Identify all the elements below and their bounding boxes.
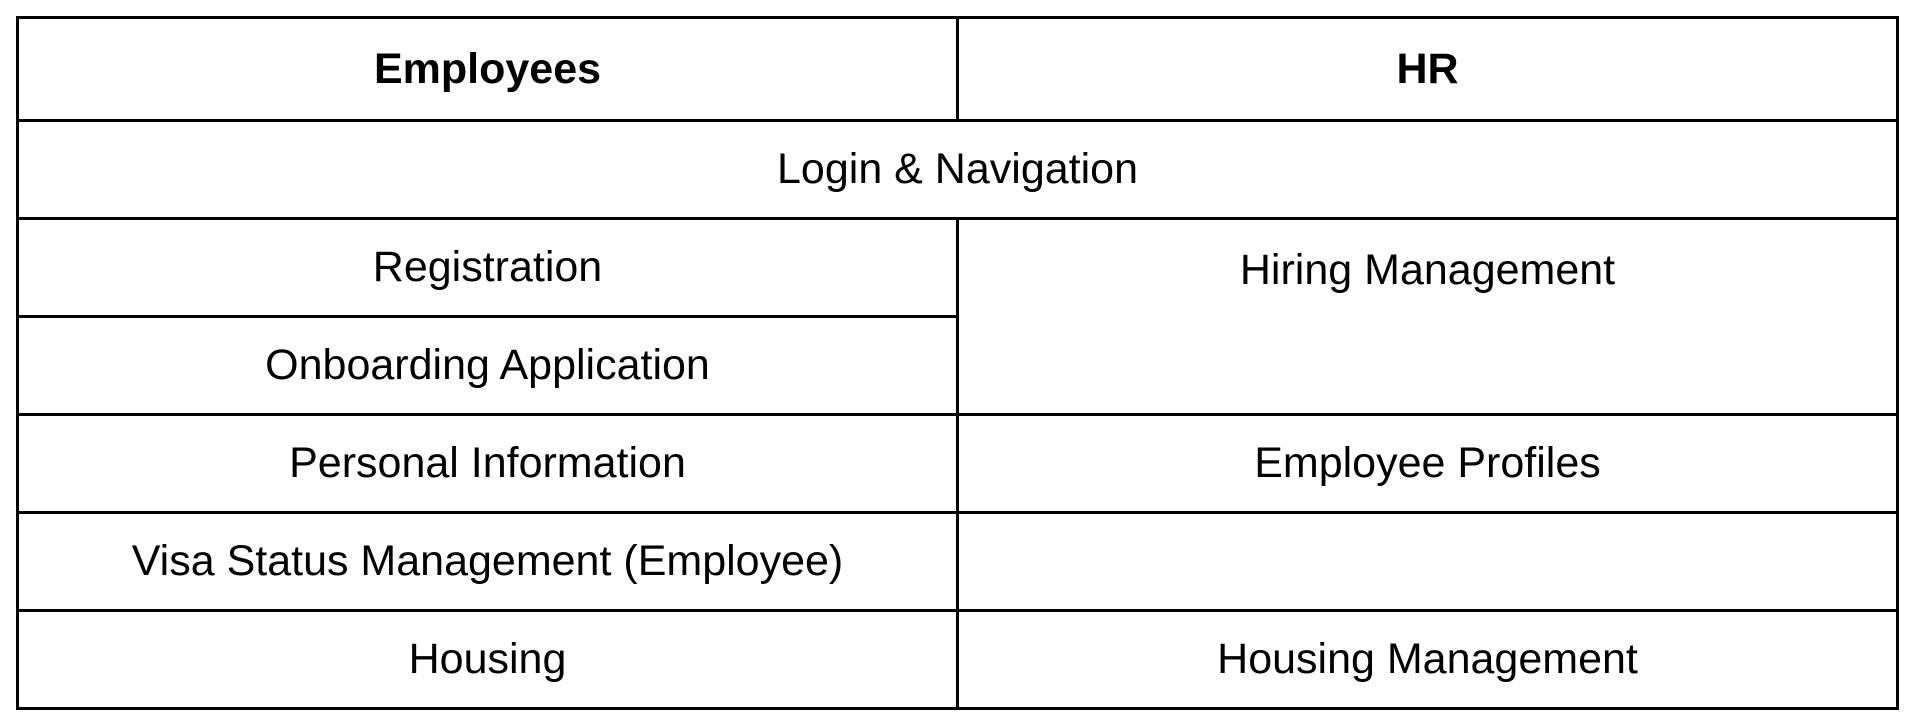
cell-housing: Housing bbox=[16, 609, 959, 710]
table-row: Visa Status Management (Employee) bbox=[16, 511, 1899, 612]
cell-registration: Registration bbox=[16, 217, 959, 319]
table-row: Login & Navigation bbox=[16, 119, 1899, 221]
cell-personal-information: Personal Information bbox=[16, 413, 959, 515]
header-hr: HR bbox=[956, 15, 1899, 123]
feature-mapping-table: Employees HR Login & Navigation Registra… bbox=[16, 15, 1899, 710]
cell-employee-profiles: Employee Profiles bbox=[956, 413, 1899, 515]
cell-hiring-management: Hiring Management bbox=[956, 217, 1899, 417]
cell-empty bbox=[956, 511, 1899, 612]
cell-housing-management: Housing Management bbox=[956, 609, 1899, 710]
table-row: Housing Housing Management bbox=[16, 609, 1899, 710]
header-employees: Employees bbox=[16, 15, 959, 123]
table-row: Registration Hiring Management bbox=[16, 217, 1899, 417]
cell-visa-status-management: Visa Status Management (Employee) bbox=[16, 511, 959, 612]
table-row: Personal Information Employee Profiles bbox=[16, 413, 1899, 515]
cell-onboarding-application: Onboarding Application bbox=[16, 315, 959, 417]
table-header-row: Employees HR bbox=[16, 15, 1899, 123]
table-row: Onboarding Application bbox=[16, 315, 1898, 417]
cell-login-navigation: Login & Navigation bbox=[16, 119, 1899, 221]
